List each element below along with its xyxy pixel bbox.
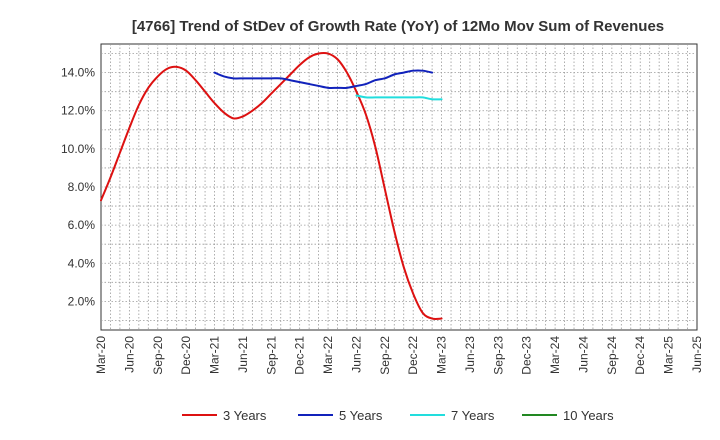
legend-label-3-years: 3 Years: [223, 408, 267, 423]
x-tick-label: Jun-20: [122, 336, 136, 373]
x-tick-label: Sep-20: [151, 336, 165, 375]
y-tick-label: 12.0%: [61, 104, 95, 118]
x-tick-label: Sep-21: [264, 336, 278, 375]
y-tick-label: 6.0%: [68, 218, 96, 232]
y-tick-label: 10.0%: [61, 142, 95, 156]
y-tick-label: 2.0%: [68, 294, 96, 308]
x-tick-label: Mar-25: [662, 336, 676, 374]
x-tick-label: Jun-22: [349, 336, 363, 373]
x-tick-label: Jun-23: [463, 336, 477, 373]
legend-label-5-years: 5 Years: [339, 408, 383, 423]
x-tick-label: Jun-25: [690, 336, 704, 373]
series-line-5-years: [213, 69, 434, 89]
x-tick-label: Mar-24: [548, 336, 562, 374]
x-tick-label: Mar-20: [94, 336, 108, 374]
legend-label-10-years: 10 Years: [563, 408, 614, 423]
x-tick-label: Dec-20: [179, 336, 193, 375]
legend-label-7-years: 7 Years: [451, 408, 495, 423]
x-tick-label: Dec-24: [633, 336, 647, 375]
axis-layer: 2.0% 4.0% 6.0% 8.0% 10.0% 12.0% 14.0% Mar-20 Jun…: [61, 66, 704, 375]
x-tick-label: Sep-22: [378, 336, 392, 375]
y-tick-label: 8.0%: [68, 180, 96, 194]
series-line-7-years: [355, 94, 443, 101]
y-tick-label: 4.0%: [68, 256, 96, 270]
series-line-3-years: [100, 51, 443, 320]
x-tick-label: Jun-21: [236, 336, 250, 373]
x-tick-label: Mar-21: [208, 336, 222, 374]
x-tick-label: Jun-24: [576, 336, 590, 373]
x-tick-label: Mar-23: [435, 336, 449, 374]
series-layer: [100, 51, 443, 320]
chart-title: [4766] Trend of StDev of Growth Rate (Yo…: [132, 18, 664, 35]
x-tick-label: Dec-21: [293, 336, 307, 375]
x-tick-label: Mar-22: [321, 336, 335, 374]
x-tick-label: Sep-23: [491, 336, 505, 375]
x-tick-label: Sep-24: [605, 336, 619, 375]
y-tick-label: 14.0%: [61, 66, 95, 80]
x-tick-label: Dec-22: [406, 336, 420, 375]
x-tick-label: Dec-23: [520, 336, 534, 375]
legend: 3 Years 5 Years 7 Years 10 Years: [182, 408, 614, 423]
grid-layer: [100, 43, 698, 331]
